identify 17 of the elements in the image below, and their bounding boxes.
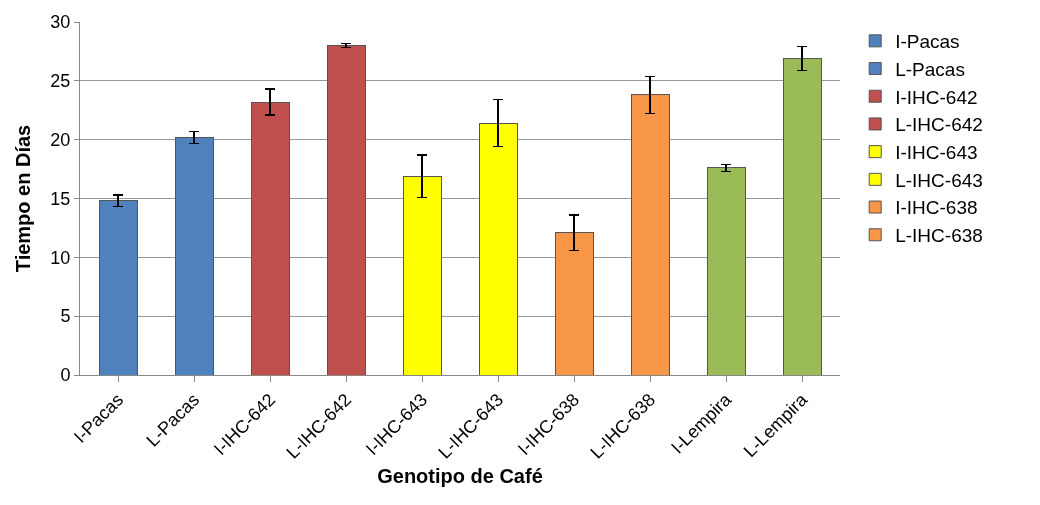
y-tick-label: 0	[60, 365, 71, 386]
legend-label: L-Pacas	[895, 58, 965, 80]
y-tick-label: 5	[60, 306, 71, 327]
y-tick-label: 15	[50, 188, 71, 209]
legend-label: I-Pacas	[895, 31, 960, 53]
legend-label: L-IHC-643	[895, 169, 983, 191]
legend-label: L-IHC-642	[895, 114, 983, 136]
legend-label: I-IHC-643	[895, 142, 978, 164]
legend-label: I-IHC-638	[895, 197, 978, 219]
y-tick-label: 10	[50, 247, 71, 268]
y-tick-label: 20	[50, 129, 71, 150]
y-axis-title: Tiempo en Días	[12, 124, 34, 273]
y-tick-label: 30	[50, 12, 71, 33]
x-axis-title: Genotipo de Café	[377, 464, 543, 487]
legend-label: I-IHC-642	[895, 86, 978, 108]
y-tick-label: 25	[50, 71, 71, 92]
legend-label: L-IHC-638	[895, 225, 983, 247]
